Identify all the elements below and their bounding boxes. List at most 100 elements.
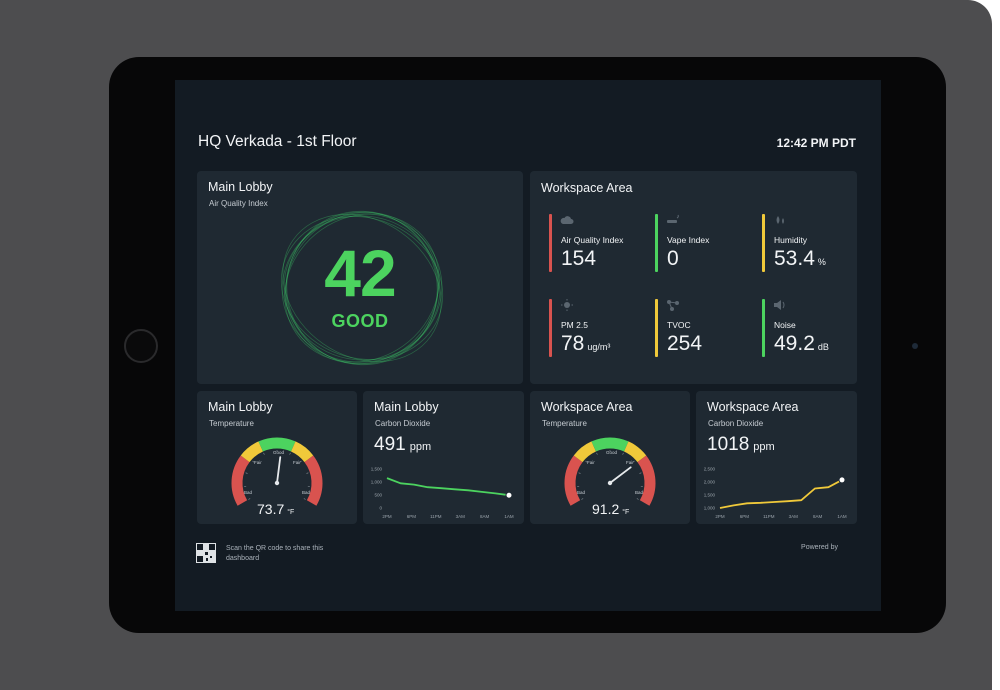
card-title: Workspace Area <box>541 400 633 414</box>
metric-humidity[interactable]: Humidity 53.4% <box>762 214 857 272</box>
card-title: Workspace Area <box>541 181 633 195</box>
x-tick-label: 2PM <box>382 514 392 519</box>
temperature-gauge: Bad Fair Good Fair Bad <box>564 437 656 506</box>
sun-icon <box>561 299 573 311</box>
card-subtitle: Air Quality Index <box>209 199 268 208</box>
metric-vape-index[interactable]: Vape Index 0 <box>655 214 755 272</box>
card-subtitle: Temperature <box>542 419 587 428</box>
temperature-value: 91.2 °F <box>592 501 630 517</box>
gauge-arcs <box>564 437 656 506</box>
dashboard-screen: HQ Verkada - 1st Floor 12:42 PM PDT Main… <box>175 80 881 611</box>
gauge-tick <box>639 472 642 474</box>
metric-tvoc[interactable]: TVOC 254 <box>655 299 755 357</box>
gauge-needle-line <box>276 456 282 484</box>
gauge-label: Fair <box>254 460 262 465</box>
gauge-arcs <box>231 437 323 506</box>
gauge-segment <box>304 455 323 506</box>
gauge-tick <box>299 460 302 463</box>
metric-pm25[interactable]: PM 2.5 78 ug/m³ <box>549 299 649 357</box>
temperature-value: 73.7 °F <box>257 501 295 517</box>
card-title: Workspace Area <box>707 400 799 414</box>
gauge-tick <box>263 452 265 455</box>
y-tick-label: 1,000 <box>371 480 383 485</box>
gauge-needle-line <box>609 466 632 484</box>
co2-line-chart: 2,500 2,000 1,500 1,000 2PM 6PM 11PM 3AM 8AM 1AM <box>704 467 847 520</box>
metric-value: 154 <box>561 247 597 270</box>
x-tick-label: 2PM <box>715 514 725 519</box>
series-line <box>719 479 843 509</box>
gauge-needle <box>274 456 282 486</box>
gauge-label: Bad <box>635 490 644 495</box>
gauge-label: Fair <box>626 460 634 465</box>
x-tick-label: 1AM <box>837 514 847 519</box>
y-tick-label: 2,000 <box>704 480 716 485</box>
y-tick-label: 500 <box>374 493 382 498</box>
card-title: Main Lobby <box>208 400 273 414</box>
workspace-area-card[interactable]: Workspace Area Air Quality Index 154 Vap… <box>530 171 857 384</box>
card-subtitle: Carbon Dioxide <box>708 419 764 428</box>
x-tick-label: 6PM <box>740 514 750 519</box>
workspace-co2-card[interactable]: Workspace Area Carbon Dioxide 1018 ppm 2,… <box>696 391 857 524</box>
cloud-icon <box>560 216 574 224</box>
gauge-segment <box>637 455 656 506</box>
card-title: Main Lobby <box>374 400 439 414</box>
gauge-tick <box>306 472 309 474</box>
home-button[interactable] <box>124 329 158 363</box>
workspace-temperature-card[interactable]: Workspace Area Temperature Bad Fair Good… <box>530 391 690 524</box>
gauge-label: Bad <box>244 490 253 495</box>
metric-status-bar <box>655 299 658 357</box>
gauge-label: Fair <box>293 460 301 465</box>
latest-point <box>838 476 846 484</box>
card-title: Main Lobby <box>208 180 273 194</box>
gauge-segment <box>564 455 583 506</box>
x-tick-label: 3AM <box>456 514 466 519</box>
gauge-tick <box>248 498 251 500</box>
molecule-icon <box>667 300 679 311</box>
x-tick-label: 8AM <box>480 514 490 519</box>
metric-status-bar <box>655 214 658 272</box>
co2-value: 1018 ppm <box>707 434 775 455</box>
metric-status-bar <box>762 214 765 272</box>
gauge-tick <box>632 460 635 463</box>
gauge-label: Good <box>273 450 285 455</box>
x-tick-label: 3AM <box>789 514 799 519</box>
gauge-label: Bad <box>302 490 311 495</box>
metric-noise[interactable]: Noise 49.2 dB <box>762 299 857 357</box>
metric-label: Noise <box>774 320 796 330</box>
series-line <box>386 477 510 497</box>
gauge-tick <box>585 460 588 463</box>
gauge-needle-hub <box>274 480 280 486</box>
clock: 12:42 PM PDT <box>776 136 856 150</box>
main-lobby-temperature-card[interactable]: Main Lobby Temperature Bad Fair Good Fai… <box>197 391 357 524</box>
main-lobby-aqi-card[interactable]: Main Lobby Air Quality Index 42 GOOD <box>197 171 523 384</box>
gauge-tick <box>303 498 306 500</box>
metric-air-quality-index[interactable]: Air Quality Index 154 <box>549 214 649 272</box>
metric-value: 78 ug/m³ <box>561 332 611 355</box>
metric-value: 53.4% <box>774 247 826 270</box>
latest-point <box>505 491 513 499</box>
gauge-tick <box>581 498 584 500</box>
gauge-label: Good <box>606 450 618 455</box>
card-subtitle: Carbon Dioxide <box>375 419 431 428</box>
x-tick-label: 8AM <box>813 514 823 519</box>
qr-caption: Scan the QR code to share this dashboard <box>226 545 324 562</box>
metric-label: Humidity <box>774 235 808 245</box>
powered-by: Powered by <box>801 544 838 551</box>
gauge-tick <box>245 472 248 474</box>
x-tick-label: 1AM <box>504 514 514 519</box>
gauge-label: Bad <box>577 490 586 495</box>
gauge-segment <box>623 441 647 463</box>
gauge-segment <box>591 437 629 452</box>
y-tick-label: 2,500 <box>704 467 716 472</box>
main-lobby-co2-card[interactable]: Main Lobby Carbon Dioxide 491 ppm 1,500 1,… <box>363 391 524 524</box>
metric-label: Air Quality Index <box>561 235 624 245</box>
gauge-segment <box>231 455 250 506</box>
vape-icon <box>667 214 679 223</box>
gauge-segment <box>573 441 597 463</box>
card-subtitle: Temperature <box>209 419 254 428</box>
temperature-gauge: Bad Fair Good Fair Bad <box>231 437 323 506</box>
qr-code[interactable] <box>196 543 216 563</box>
gauge-segment <box>290 441 314 463</box>
x-tick-label: 6PM <box>407 514 417 519</box>
